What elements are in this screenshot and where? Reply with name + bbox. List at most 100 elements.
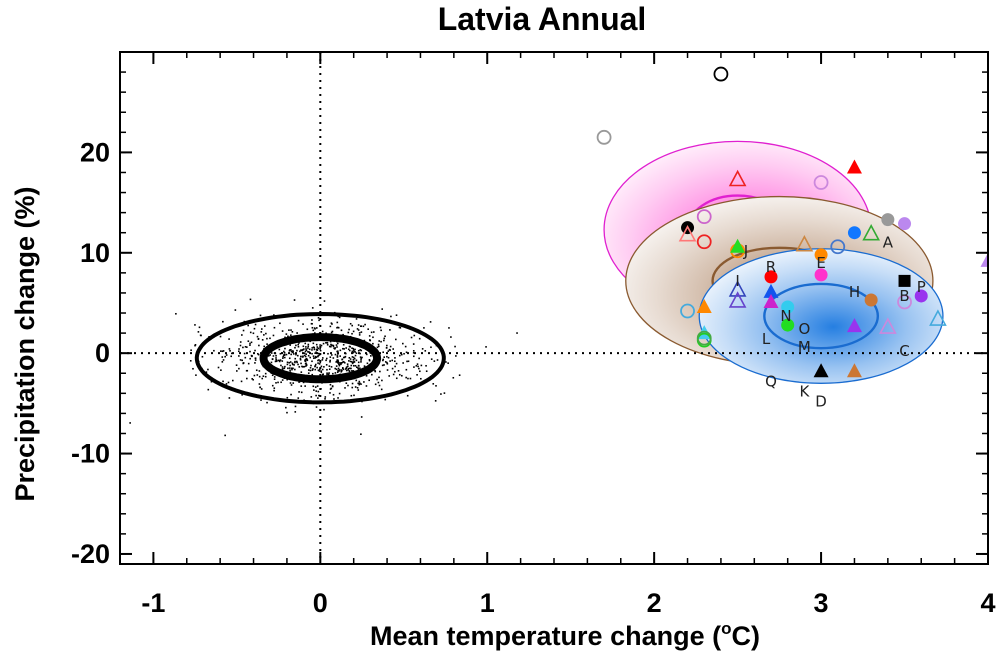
variability-point: [234, 309, 237, 311]
variability-point: [317, 355, 319, 358]
variability-point: [345, 366, 348, 368]
model-point-38: [813, 363, 829, 378]
variability-point: [386, 362, 389, 365]
variability-point: [407, 377, 409, 380]
variability-point: [225, 383, 228, 385]
variability-point: [378, 340, 380, 342]
variability-point: [349, 367, 351, 370]
variability-point: [328, 372, 330, 374]
variability-point: [324, 396, 327, 398]
variability-point: [297, 319, 300, 322]
variability-point: [306, 328, 309, 331]
x-tick-label: 3: [814, 588, 829, 618]
variability-point: [283, 353, 286, 356]
variability-point: [378, 376, 380, 379]
variability-point: [260, 331, 263, 333]
variability-point: [290, 384, 293, 386]
variability-point: [296, 349, 298, 352]
variability-point: [342, 360, 345, 363]
variability-point: [246, 369, 249, 372]
variability-point: [254, 349, 256, 352]
variability-point: [310, 364, 312, 367]
variability-point: [197, 331, 200, 333]
variability-point: [246, 377, 248, 380]
variability-point: [302, 323, 304, 325]
variability-point: [320, 371, 323, 374]
variability-point: [291, 368, 293, 371]
variability-point: [351, 370, 353, 372]
variability-point: [272, 355, 275, 357]
variability-point: [281, 366, 284, 368]
variability-point: [279, 359, 282, 361]
variability-point: [340, 363, 342, 366]
variability-point: [345, 369, 348, 372]
variability-point: [336, 342, 339, 345]
variability-point: [351, 386, 354, 389]
variability-point: [338, 370, 340, 372]
variability-point: [318, 359, 320, 361]
variability-point: [246, 346, 248, 348]
variability-point: [359, 382, 361, 385]
variability-point: [294, 405, 297, 408]
variability-point: [355, 366, 358, 369]
variability-point: [318, 363, 321, 365]
variability-point: [360, 433, 362, 436]
variability-point: [358, 334, 361, 336]
model-letter-D: D: [815, 392, 827, 410]
variability-point: [319, 324, 321, 327]
variability-point: [372, 336, 374, 339]
variability-point: [221, 350, 224, 353]
variability-point: [192, 367, 194, 370]
variability-point: [225, 354, 228, 356]
variability-point: [430, 358, 433, 360]
variability-point: [238, 348, 240, 350]
variability-point: [304, 342, 307, 345]
variability-point: [337, 367, 340, 370]
variability-point: [354, 364, 357, 367]
variability-point: [347, 348, 350, 351]
variability-point: [351, 347, 353, 349]
variability-point: [389, 360, 391, 362]
variability-point: [249, 331, 252, 334]
variability-point: [371, 373, 373, 376]
variability-point: [278, 359, 281, 362]
variability-point: [304, 350, 307, 353]
variability-point: [324, 398, 326, 400]
variability-point: [413, 366, 415, 368]
variability-point: [327, 373, 330, 375]
model-point-4: [696, 234, 712, 250]
variability-point: [307, 354, 310, 357]
variability-point: [325, 364, 328, 366]
variability-point: [353, 394, 355, 397]
variability-point: [286, 363, 289, 366]
variability-point: [198, 326, 201, 329]
x-tick-label: 1: [480, 588, 495, 618]
variability-point: [351, 382, 354, 385]
model-point-21: [814, 268, 828, 282]
model-letter-O: O: [798, 320, 810, 338]
variability-point: [280, 381, 282, 384]
variability-point: [221, 361, 224, 363]
variability-point: [320, 388, 322, 390]
variability-point: [374, 370, 377, 373]
variability-point: [201, 355, 204, 358]
model-point-30: [781, 300, 795, 314]
variability-point: [230, 355, 232, 358]
variability-point: [302, 355, 304, 358]
variability-point: [263, 325, 266, 327]
variability-point: [341, 367, 344, 370]
variability-point: [286, 361, 289, 364]
variability-point: [365, 353, 368, 356]
variability-point: [402, 342, 404, 345]
variability-point: [282, 357, 284, 359]
variability-point: [249, 344, 251, 346]
variability-point: [292, 382, 295, 384]
variability-point: [350, 394, 353, 397]
variability-point: [357, 382, 359, 385]
variability-point: [415, 364, 418, 367]
variability-point: [334, 372, 337, 374]
variability-point: [360, 349, 363, 352]
variability-point: [348, 328, 350, 331]
variability-point: [337, 369, 339, 372]
variability-point: [344, 355, 347, 358]
